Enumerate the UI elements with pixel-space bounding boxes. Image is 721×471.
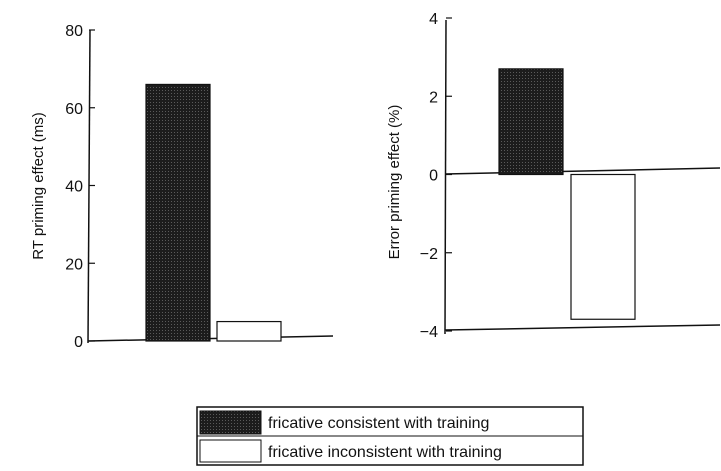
legend-label-consistent: fricative consistent with training	[268, 415, 489, 432]
legend-label-inconsistent: fricative inconsistent with training	[268, 444, 502, 461]
rt-y-axis	[87, 29, 91, 344]
error-chart: Error priming effect (%) −4 −2 0 2 4	[386, 11, 721, 341]
legend-swatch-consistent	[199, 410, 262, 435]
error-bar-inconsistent	[570, 173, 636, 320]
rt-y-axis-label: RT priming effect (ms)	[30, 112, 47, 260]
error-bar-consistent	[498, 68, 564, 176]
rt-chart: RT priming effect (ms) 0 20 40 60 80	[30, 23, 334, 351]
error-y-tick-label: 4	[429, 11, 438, 28]
error-y-axis-label: Error priming effect (%)	[386, 105, 403, 260]
rt-y-tick-label: 20	[65, 256, 83, 273]
error-y-tick-label: 2	[429, 89, 438, 106]
error-y-tick-label: 0	[429, 168, 438, 185]
rt-bar-inconsistent	[216, 320, 282, 342]
error-bottom-line	[444, 324, 721, 331]
rt-bar-consistent	[145, 83, 211, 342]
error-y-tick-label: −4	[420, 324, 438, 341]
legend-swatch-inconsistent	[199, 439, 262, 463]
error-y-tick-label: −2	[420, 246, 438, 263]
rt-y-tick-label: 80	[65, 23, 83, 40]
rt-y-tick-label: 40	[65, 179, 83, 196]
rt-y-tick-label: 0	[74, 334, 83, 351]
error-zero-line	[444, 167, 721, 175]
error-y-axis	[444, 19, 447, 335]
legend: fricative consistent with training frica…	[196, 406, 584, 466]
rt-y-tick-label: 60	[65, 101, 83, 118]
